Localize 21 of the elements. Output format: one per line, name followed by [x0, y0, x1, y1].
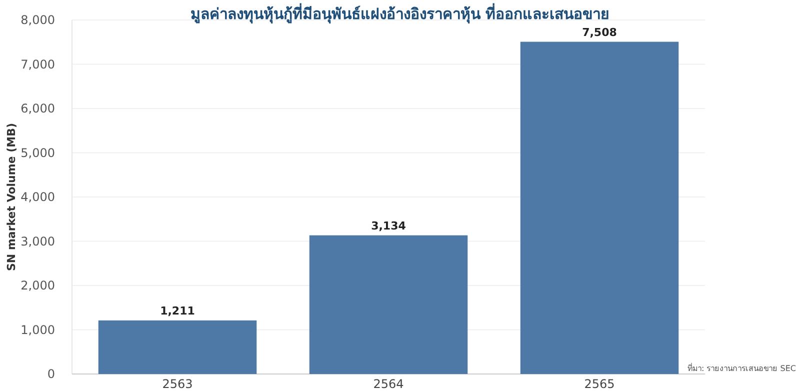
y-axis-title: SN market Volume (MB): [5, 122, 18, 272]
data-label: 7,508: [582, 26, 617, 39]
y-tick-label: 0: [47, 367, 55, 381]
y-tick-label: 3,000: [20, 234, 55, 248]
y-tick-label: 5,000: [20, 146, 55, 160]
chart-title: มูลค่าลงทุนหุ้นกู้ที่มีอนุพันธ์แฝงอ้างอิงราคาหุ้น ที่ออกและเสนอขาย: [190, 3, 610, 24]
y-tick-label: 8,000: [20, 13, 55, 27]
x-tick-label: 2564: [373, 377, 404, 391]
data-label: 1,211: [160, 304, 195, 318]
y-tick-label: 6,000: [20, 102, 55, 116]
y-tick-label: 4,000: [20, 190, 55, 204]
bar: [98, 320, 257, 374]
bar: [520, 42, 679, 374]
x-tick-label: 2565: [584, 377, 615, 391]
y-tick-label: 7,000: [20, 57, 55, 72]
data-label: 3,134: [371, 219, 406, 232]
bar: [309, 235, 468, 374]
y-tick-label: 2,000: [20, 278, 55, 292]
y-tick-label: 1,000: [20, 322, 55, 337]
annotation: ที่มา: รายงานการเสนอขาย SEC: [688, 362, 796, 373]
x-tick-label: 2563: [162, 377, 193, 391]
